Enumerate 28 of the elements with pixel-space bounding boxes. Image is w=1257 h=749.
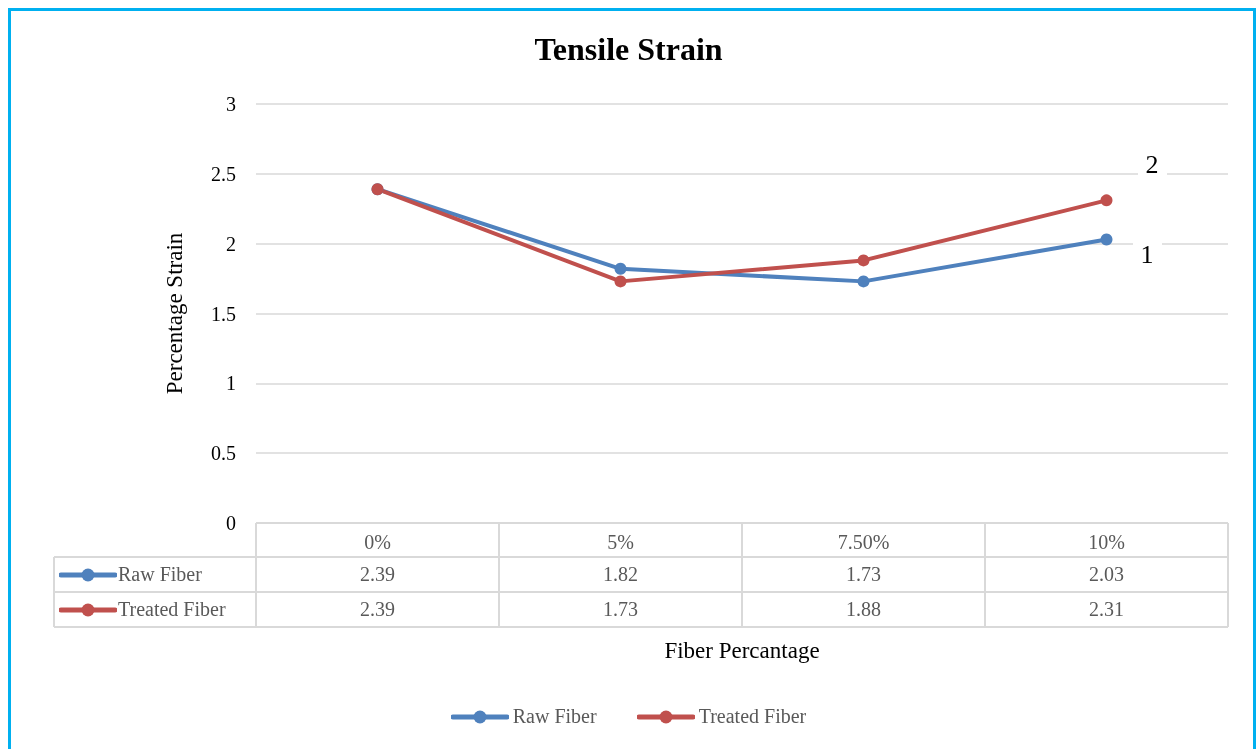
data-label: 1.73 bbox=[845, 562, 882, 587]
x-tick-label: 10% bbox=[1088, 531, 1125, 553]
y-axis-title: Percentage Strain bbox=[162, 232, 187, 395]
data-label: 2.31 bbox=[1088, 597, 1125, 622]
y-tick-label: 1 bbox=[226, 372, 236, 395]
data-label: 1.82 bbox=[602, 562, 639, 587]
y-tick-label: 1.5 bbox=[211, 302, 236, 325]
text: Treated Fiber bbox=[698, 705, 807, 727]
legend-label: Treated Fiber bbox=[118, 597, 226, 622]
annotation: 2 bbox=[1137, 150, 1167, 180]
y-tick-label: 2 bbox=[226, 232, 236, 255]
legend-label: Raw Fiber bbox=[118, 562, 202, 587]
data-label: 1.73 bbox=[602, 597, 639, 622]
text: Raw Fiber bbox=[512, 705, 597, 727]
chart-title: Tensile Strain bbox=[534, 31, 723, 67]
x-tick-label: 0% bbox=[364, 531, 391, 553]
data-label: 2.39 bbox=[359, 597, 396, 622]
data-label: 2.39 bbox=[359, 562, 396, 587]
annotation: 1 bbox=[1132, 240, 1162, 270]
y-tick-label: 0.5 bbox=[211, 442, 236, 465]
y-tick-label: 0 bbox=[226, 512, 236, 534]
x-axis-title: Fiber Percantage bbox=[664, 638, 820, 663]
data-label: 2.03 bbox=[1088, 562, 1125, 587]
y-tick-label: 3 bbox=[226, 93, 236, 115]
y-tick-label: 2.5 bbox=[211, 162, 236, 185]
x-tick-label: 5% bbox=[607, 531, 634, 553]
data-label: 1.88 bbox=[845, 597, 882, 622]
x-tick-label: 7.50% bbox=[837, 531, 890, 553]
